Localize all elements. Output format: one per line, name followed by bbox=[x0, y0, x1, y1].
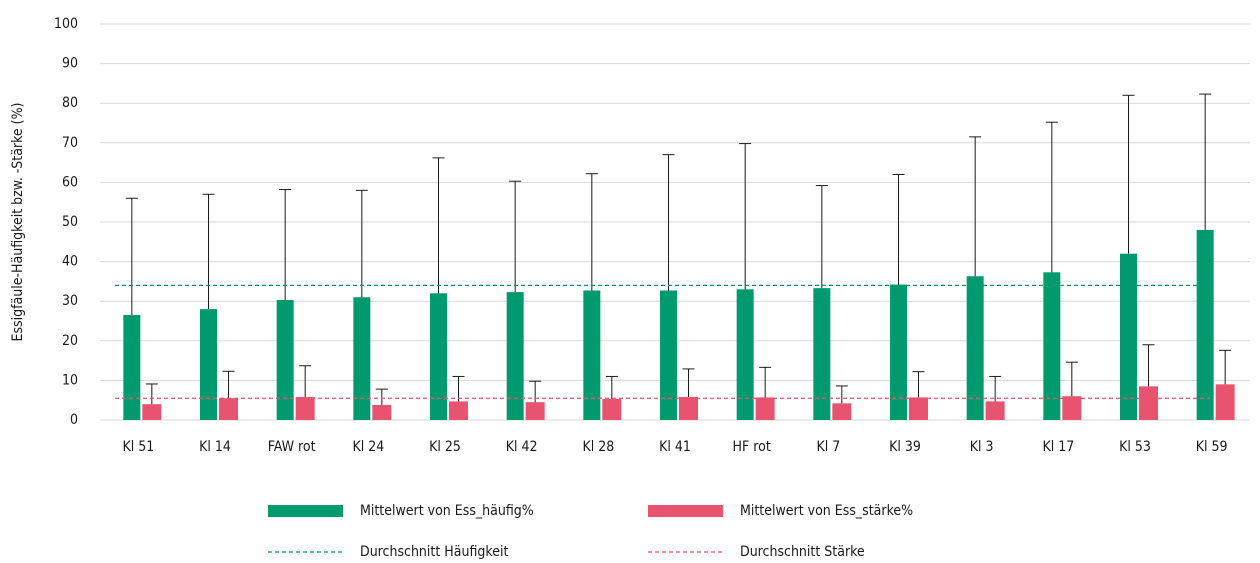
x-tick-label: Kl 14 bbox=[199, 439, 231, 455]
x-tick-label: FAW rot bbox=[268, 439, 316, 455]
bar bbox=[602, 399, 622, 420]
bar bbox=[985, 401, 1005, 420]
y-tick-label: 40 bbox=[62, 254, 78, 270]
bar bbox=[1215, 384, 1235, 420]
bar bbox=[736, 289, 754, 420]
y-tick-label: 100 bbox=[54, 16, 78, 32]
bar bbox=[813, 288, 831, 420]
x-tick-label: Kl 42 bbox=[506, 439, 538, 455]
bar bbox=[1196, 229, 1214, 420]
bar bbox=[295, 397, 315, 420]
bar bbox=[200, 309, 217, 420]
bar bbox=[660, 290, 677, 420]
x-tick-label: Kl 28 bbox=[582, 439, 614, 455]
bar bbox=[909, 397, 928, 420]
x-tick-label: Kl 24 bbox=[352, 439, 384, 455]
x-tick-label: Kl 39 bbox=[889, 439, 921, 455]
legend-label: Mittelwert von Ess_stärke% bbox=[740, 503, 913, 519]
y-axis-label: Essigfäule-Häufigkeit bzw. -Stärke (%) bbox=[10, 103, 26, 342]
bar bbox=[353, 297, 371, 420]
x-tick-label: Kl 3 bbox=[970, 439, 994, 455]
legend-swatch bbox=[268, 505, 343, 517]
bar bbox=[142, 404, 162, 420]
y-tick-label: 30 bbox=[62, 293, 78, 309]
bar bbox=[966, 276, 984, 420]
bar bbox=[583, 290, 601, 420]
bar bbox=[449, 401, 468, 420]
bar bbox=[832, 403, 852, 420]
bar bbox=[506, 292, 524, 420]
y-tick-label: 60 bbox=[62, 174, 78, 190]
y-tick-label: 90 bbox=[62, 56, 78, 72]
bar bbox=[755, 397, 775, 420]
x-tick-label: Kl 17 bbox=[1042, 439, 1074, 455]
x-tick-label: Kl 53 bbox=[1119, 439, 1151, 455]
bar bbox=[430, 293, 447, 420]
x-tick-label: Kl 59 bbox=[1196, 439, 1228, 455]
x-tick-label: HF rot bbox=[733, 439, 771, 455]
legend-label: Durchschnitt Stärke bbox=[740, 544, 865, 560]
bar bbox=[679, 397, 698, 420]
bar bbox=[372, 404, 392, 420]
legend-swatch bbox=[648, 505, 723, 517]
x-tick-label: Kl 25 bbox=[429, 439, 461, 455]
legend-label: Mittelwert von Ess_häufig% bbox=[360, 503, 534, 519]
y-tick-label: 80 bbox=[62, 95, 78, 111]
y-tick-label: 0 bbox=[70, 412, 78, 428]
y-tick-label: 10 bbox=[62, 372, 78, 388]
x-tick-label: Kl 41 bbox=[659, 439, 691, 455]
x-tick-label: Kl 7 bbox=[816, 439, 840, 455]
bar bbox=[123, 315, 141, 420]
y-tick-label: 70 bbox=[62, 135, 78, 151]
x-tick-label: Kl 51 bbox=[122, 439, 154, 455]
y-tick-label: 50 bbox=[62, 214, 78, 230]
bar bbox=[276, 300, 294, 420]
bar bbox=[1043, 272, 1061, 420]
bar bbox=[525, 402, 545, 420]
bar bbox=[1139, 386, 1158, 420]
y-tick-label: 20 bbox=[62, 333, 78, 349]
bar bbox=[1120, 253, 1137, 420]
bar bbox=[1062, 396, 1082, 420]
bar bbox=[890, 284, 907, 420]
bar bbox=[219, 398, 238, 420]
legend-label: Durchschnitt Häufigkeit bbox=[360, 544, 508, 560]
